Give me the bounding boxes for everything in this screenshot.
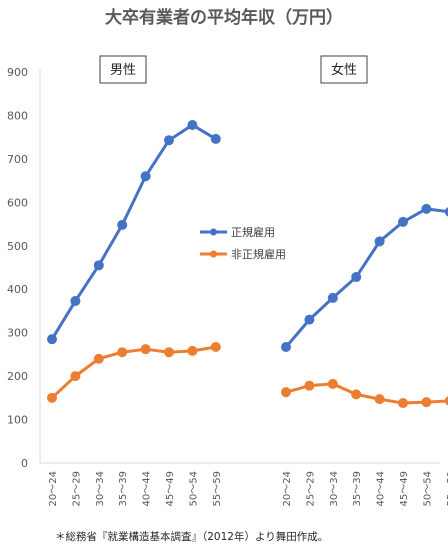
x-tick-label: 20～24 [282, 471, 293, 506]
data-point-female-nonregular [398, 398, 408, 409]
data-point-male-nonregular [164, 347, 174, 358]
panel-label-female: 女性 [331, 62, 357, 78]
data-point-male-nonregular [47, 392, 57, 403]
x-tick-label: 25～29 [305, 471, 316, 506]
data-point-male-regular [70, 295, 81, 306]
data-point-male-regular [47, 334, 57, 345]
data-point-female-nonregular [327, 378, 338, 389]
data-point-male-regular [93, 260, 104, 271]
x-tick-label: 25～29 [71, 471, 82, 506]
data-point-male-regular [140, 171, 151, 182]
data-point-male-nonregular [140, 344, 151, 355]
data-point-female-regular [281, 342, 291, 353]
panel-label-female-box: 女性 [320, 55, 368, 84]
panel-label-male-frame [99, 55, 147, 84]
legend-label-regular: 正規雇用 [231, 225, 275, 239]
panel-label-male: 男性 [110, 63, 136, 78]
y-tick-label: 0 [21, 457, 28, 470]
x-tick-label: 50～54 [422, 471, 433, 506]
legend: 正規雇用 非正規雇用 [200, 225, 286, 261]
legend-marker-regular [210, 228, 217, 236]
y-tick-label: 300 [7, 327, 28, 340]
x-tick-label: 30～34 [329, 471, 340, 506]
y-tick-label: 800 [7, 109, 28, 122]
y-tick-label: 700 [7, 153, 28, 166]
data-point-female-regular [444, 207, 448, 217]
x-tick-label: 40～44 [142, 471, 153, 506]
x-tick-label: 45～49 [165, 471, 176, 506]
data-point-female-regular [351, 272, 362, 283]
series-layer [47, 120, 448, 409]
data-point-male-nonregular [187, 345, 198, 356]
y-tick-label: 200 [7, 370, 28, 383]
data-point-male-regular [117, 219, 128, 230]
data-point-male-regular [187, 120, 198, 131]
data-point-male-nonregular [70, 371, 81, 382]
data-point-male-nonregular [93, 353, 104, 364]
data-point-female-nonregular [444, 396, 448, 406]
data-point-female-nonregular [421, 397, 432, 408]
data-point-male-regular [210, 133, 221, 144]
y-tick-label: 900 [7, 66, 28, 79]
panel-label-male-box: 男性 [99, 55, 147, 84]
panel-label-female-frame [320, 55, 368, 84]
y-tick-label: 100 [7, 414, 28, 427]
axes: 0 100 200 300 400 500 600 700 800 900 20～24 25～29 30… [7, 66, 448, 506]
legend-label-nonregular: 非正規雇用 [231, 247, 286, 261]
y-tick-label: 400 [7, 283, 28, 296]
data-point-female-regular [374, 236, 385, 247]
y-tick-label: 500 [7, 240, 28, 253]
y-tick-label: 600 [7, 196, 28, 209]
data-point-male-regular [164, 135, 174, 146]
data-point-female-nonregular [304, 380, 315, 391]
data-point-female-nonregular [351, 389, 362, 400]
data-point-male-nonregular [210, 342, 221, 353]
data-point-female-regular [421, 203, 432, 214]
x-tick-label: 20～24 [48, 471, 59, 506]
data-point-female-regular [304, 314, 315, 325]
data-point-male-nonregular [117, 347, 128, 358]
x-tick-label: 35～39 [118, 471, 129, 506]
data-point-female-regular [327, 292, 338, 303]
x-tick-label: 40～44 [376, 471, 387, 506]
x-tick-label: 50～54 [188, 471, 199, 506]
source-note: ＊総務省『就業構造基本調査』（2012年）より舞田作成。 [55, 530, 328, 543]
data-point-female-nonregular [374, 394, 385, 405]
x-tick-label: 30～34 [95, 471, 106, 506]
x-tick-label: 35～39 [352, 471, 363, 506]
x-tick-label: 45～49 [399, 471, 410, 506]
x-tick-label: 55～59 [446, 471, 448, 506]
data-point-female-nonregular [281, 387, 291, 398]
x-tick-label: 55～59 [212, 471, 223, 506]
chart-title: 大卒有業者の平均年収（万円） [105, 7, 343, 28]
data-point-female-regular [398, 216, 408, 227]
legend-marker-nonregular [210, 250, 217, 258]
